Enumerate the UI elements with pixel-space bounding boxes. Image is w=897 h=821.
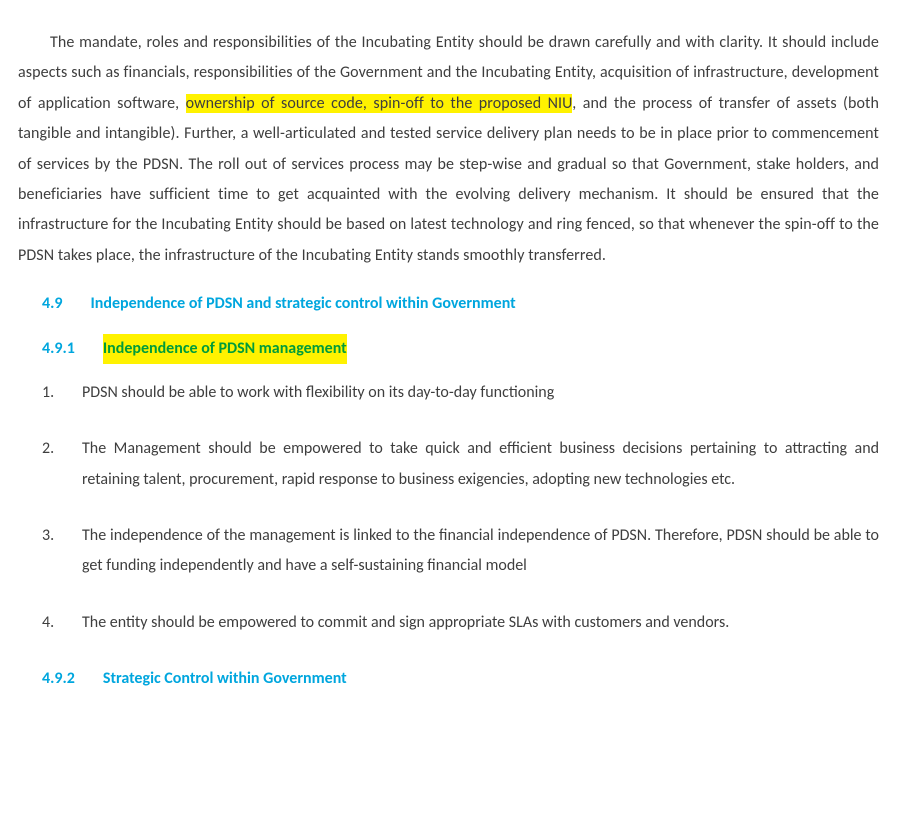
list-item: The independence of the management is li… xyxy=(42,521,879,582)
body-paragraph: The mandate, roles and responsibilities … xyxy=(18,28,879,271)
section-heading-4-9: 4.9 Independence of PDSN and strategic c… xyxy=(42,289,879,319)
highlighted-text-1: ownership of source code, xyxy=(186,94,374,113)
section-heading-4-9-2: 4.9.2 Strategic Control within Governmen… xyxy=(42,664,879,694)
section-title-highlighted: Independence of PDSN management xyxy=(103,334,347,364)
numbered-list-4-9-1: PDSN should be able to work with flexibi… xyxy=(18,378,879,638)
section-title: Independence of PDSN and strategic contr… xyxy=(91,289,516,319)
list-item: The entity should be empowered to commit… xyxy=(42,608,879,638)
section-title: Strategic Control within Government xyxy=(103,664,347,694)
section-number: 4.9 xyxy=(42,289,63,319)
section-number: 4.9.1 xyxy=(42,334,75,364)
section-heading-4-9-1: 4.9.1 Independence of PDSN management xyxy=(42,334,879,364)
list-item: The Management should be empowered to ta… xyxy=(42,434,879,495)
list-item: PDSN should be able to work with flexibi… xyxy=(42,378,879,408)
body-text-post: , and the process of transfer of assets … xyxy=(18,94,879,265)
section-number: 4.9.2 xyxy=(42,664,75,694)
highlighted-text-2: spin-off to the proposed NIU xyxy=(373,94,572,113)
list-item-text: PDSN should be able to work with flexibi… xyxy=(82,383,554,402)
list-item-text: The entity should be empowered to commit… xyxy=(82,613,729,632)
list-item-text: The Management should be empowered to ta… xyxy=(82,439,879,488)
list-item-text: The independence of the management is li… xyxy=(82,526,879,575)
